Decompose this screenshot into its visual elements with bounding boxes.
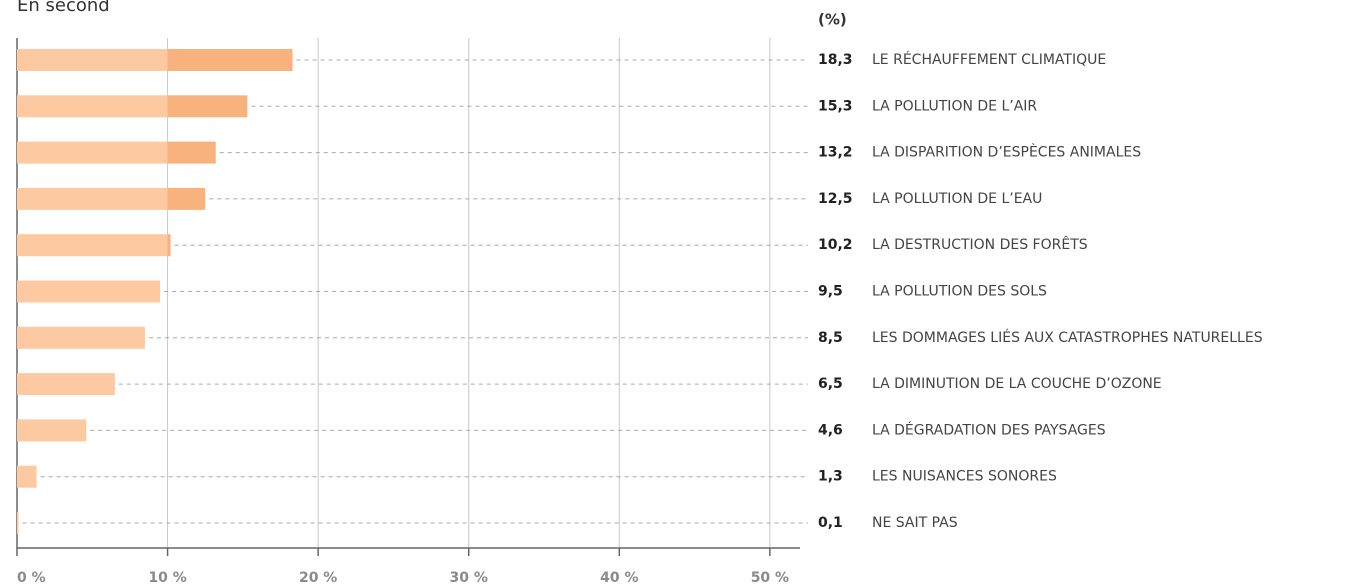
- chart-title: En second: [17, 0, 110, 16]
- x-tick-label: 10 %: [148, 570, 186, 586]
- category-label: LA POLLUTION DES SOLS: [872, 284, 1047, 300]
- bar: [17, 187, 206, 210]
- bar: [17, 465, 37, 488]
- bar: [17, 512, 19, 534]
- category-label: LES DOMMAGES LIÉS AUX CATASTROPHES NATUR…: [872, 329, 1263, 346]
- value-label: 15,3: [818, 98, 853, 114]
- category-label: LA DÉGRADATION DES PAYSAGES: [872, 421, 1106, 438]
- value-label: 18,3: [818, 52, 853, 68]
- x-tick-label: 30 %: [450, 570, 488, 586]
- value-axis-label: (%): [818, 11, 847, 29]
- value-label: 10,2: [818, 237, 853, 253]
- category-label: NE SAIT PAS: [872, 515, 958, 531]
- bar: [17, 280, 161, 303]
- category-label: LE RÉCHAUFFEMENT CLIMATIQUE: [872, 51, 1106, 68]
- bar: [17, 141, 216, 164]
- category-label: LA DISPARITION D’ESPÈCES ANIMALES: [872, 144, 1141, 161]
- x-tick-label: 0 %: [17, 570, 46, 586]
- bar: [17, 95, 248, 118]
- value-label: 1,3: [818, 469, 843, 485]
- x-tick-label: 40 %: [600, 570, 638, 586]
- value-label: 6,5: [818, 376, 843, 392]
- bar: [17, 234, 171, 257]
- category-label: LA POLLUTION DE L’EAU: [872, 191, 1042, 207]
- value-label: 9,5: [818, 284, 843, 300]
- category-label: LA DIMINUTION DE LA COUCHE D’OZONE: [872, 376, 1162, 392]
- category-label: LES NUISANCES SONORES: [872, 469, 1057, 485]
- bar: [17, 49, 293, 71]
- x-tick-label: 20 %: [299, 570, 337, 586]
- value-label: 12,5: [818, 191, 853, 207]
- category-label: LA POLLUTION DE L’AIR: [872, 98, 1037, 114]
- bar: [17, 419, 87, 442]
- category-label: LA DESTRUCTION DES FORÊTS: [872, 235, 1088, 253]
- bar: [17, 373, 115, 396]
- value-label: 13,2: [818, 145, 853, 161]
- bar: [17, 326, 145, 349]
- value-label: 8,5: [818, 330, 843, 346]
- value-label: 0,1: [818, 515, 843, 531]
- x-tick-label: 50 %: [751, 570, 789, 586]
- value-label: 4,6: [818, 422, 843, 438]
